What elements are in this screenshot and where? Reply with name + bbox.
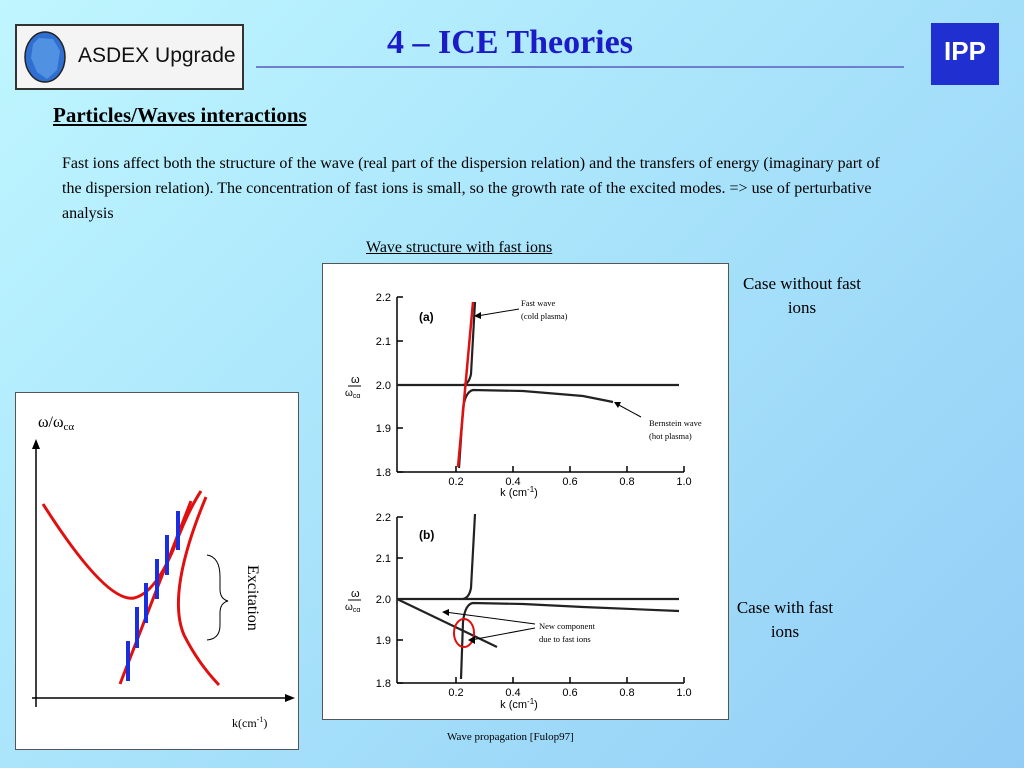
page-title: 4 – ICE Theories — [387, 24, 633, 61]
plot-a-bernstein-curve — [457, 388, 614, 469]
asdex-logo — [15, 24, 244, 90]
plot-b-panel-label: (b) — [419, 528, 434, 542]
sketch-excitation-bars — [126, 511, 180, 681]
plot-a: 2.2 2.1 2.0 1.9 1.8 0.2 0.4 0.6 0.8 1.0 … — [345, 292, 702, 499]
plot-a-fast-wave-sublabel: (cold plasma) — [521, 311, 568, 321]
plot-a-fast-wave-arrow — [476, 308, 520, 317]
sketch-y-label: ω/ωcα — [38, 414, 74, 433]
plot-a-ytick: 1.9 — [376, 423, 391, 435]
plot-b-arrowhead-icon — [468, 636, 475, 644]
figure-title: Wave structure with fast ions — [366, 239, 553, 256]
plot-a-y-label: ω ωcα — [345, 374, 361, 400]
plot-b-component-arrow-lower — [470, 627, 536, 641]
dispersion-plots: 2.2 2.1 2.0 1.9 1.8 0.2 0.4 0.6 0.8 1.0 … — [322, 263, 729, 720]
svg-text:ω: ω — [351, 374, 360, 386]
svg-text:ωcα: ωcα — [345, 602, 360, 614]
plot-a-ytick: 2.1 — [376, 336, 391, 348]
plot-a-ytick: 2.2 — [376, 292, 391, 304]
plot-b-instability-highlight — [453, 618, 475, 648]
dispersion-sketch: ω/ωcα k(cm-1) Excitation — [15, 392, 299, 750]
plot-b-arrowhead-icon — [442, 609, 449, 616]
plot-b-x-label: k (cm-1) — [500, 697, 538, 711]
plot-b-xtick: 1.0 — [676, 687, 691, 699]
plot-b-ytick: 1.9 — [376, 635, 391, 647]
plot-a-bernstein-sublabel: (hot plasma) — [649, 431, 692, 441]
plot-a-cold-plasma-line — [456, 301, 475, 468]
excitation-bracket — [206, 554, 229, 641]
plot-b-ytick: 1.8 — [376, 678, 391, 690]
plot-b-xtick: 0.6 — [562, 687, 577, 699]
plot-b: 2.2 2.1 2.0 1.9 1.8 0.2 0.4 0.6 0.8 1.0 … — [345, 512, 692, 711]
sketch-upper-branch-curve — [176, 496, 221, 687]
ipp-logo: IPP — [931, 23, 999, 85]
plot-b-xtick: 0.2 — [448, 687, 463, 699]
asdex-emblem-icon — [24, 31, 66, 83]
plot-a-fast-wave-arrowhead-icon — [474, 312, 481, 319]
plot-b-bernstein-curve — [459, 601, 680, 680]
plot-b-fast-wave-curve — [462, 513, 477, 601]
section-subtitle: Particles/Waves interactions — [53, 103, 307, 127]
title-divider — [256, 66, 904, 68]
case-with-label: Case with fast ions — [736, 598, 834, 641]
plot-a-x-label: k (cm-1) — [500, 485, 538, 499]
plot-b-ytick: 2.2 — [376, 512, 391, 524]
excitation-label: Excitation — [244, 565, 261, 631]
plot-a-xtick: 0.8 — [619, 476, 634, 488]
case-without-label: Case without fast ions — [742, 274, 862, 317]
plot-a-xtick: 0.6 — [562, 476, 577, 488]
figure-caption: Wave propagation [Fulop97] — [447, 731, 574, 743]
plot-b-xtick: 0.8 — [619, 687, 634, 699]
sketch-y-arrow-icon — [32, 439, 40, 449]
plot-a-xtick: 0.4 — [505, 476, 520, 488]
plot-b-y-label: ω ωcα — [345, 588, 361, 614]
plot-a-xtick: 1.0 — [676, 476, 691, 488]
plot-a-bernstein-arrow — [616, 403, 642, 418]
plot-a-bernstein-label: Bernstein wave — [649, 418, 702, 428]
plot-a-ytick: 2.0 — [376, 380, 391, 392]
plot-b-fast-ion-component — [396, 598, 498, 648]
sketch-x-arrow-icon — [285, 694, 295, 702]
plot-b-new-component-label: New component — [539, 621, 596, 631]
svg-text:ω: ω — [351, 588, 360, 600]
plot-b-component-arrow-upper — [444, 611, 536, 625]
plot-a-panel-label: (a) — [419, 310, 434, 324]
plot-b-ytick: 2.0 — [376, 594, 391, 606]
plot-a-fast-wave-label: Fast wave — [521, 298, 555, 308]
dispersion-sketch-svg: ω/ωcα k(cm-1) Excitation — [32, 414, 295, 730]
plot-a-ytick: 1.8 — [376, 467, 391, 479]
dispersion-plots-svg: 2.2 2.1 2.0 1.9 1.8 0.2 0.4 0.6 0.8 1.0 … — [345, 292, 702, 711]
plot-b-xtick: 0.4 — [505, 687, 520, 699]
plot-a-fast-wave-curve — [462, 301, 477, 387]
body-paragraph: Fast ions affect both the structure of t… — [62, 155, 880, 222]
plot-b-new-component-sublabel: due to fast ions — [539, 634, 591, 644]
logo-text: ASDEX Upgrade — [78, 44, 236, 67]
plot-b-ytick: 2.1 — [376, 553, 391, 565]
plot-a-bernstein-arrowhead-icon — [614, 402, 621, 408]
svg-text:ωcα: ωcα — [345, 388, 360, 400]
sketch-x-label: k(cm-1) — [232, 715, 267, 730]
plot-a-xtick: 0.2 — [448, 476, 463, 488]
